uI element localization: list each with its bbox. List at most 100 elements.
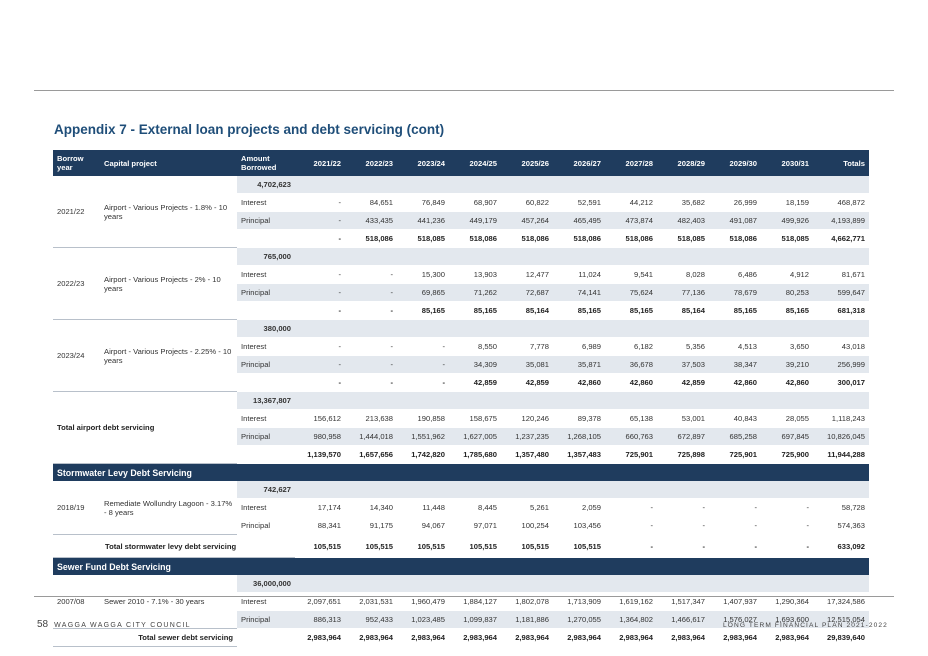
value-cell: 105,515 xyxy=(449,534,501,558)
row-label xyxy=(237,445,295,464)
value-cell: 518,085 xyxy=(657,229,709,248)
row-label: Interest xyxy=(237,592,295,611)
value-cell: - xyxy=(605,534,657,558)
column-header: 2021/22 xyxy=(295,150,345,176)
empty-cell xyxy=(295,575,345,593)
loan-table: Borrow year Capital project Amount Borrowe… xyxy=(53,150,869,647)
table-row: Principal 980,958 1,444,018 1,551,962 1,627,… xyxy=(53,427,869,446)
value-cell: 28,055 xyxy=(761,409,813,428)
value-cell: 518,086 xyxy=(449,229,501,248)
value-cell: - xyxy=(345,355,397,374)
table-row: Principal - - -34,309 35,081 35,871 36,678 37,5… xyxy=(53,355,869,374)
value-cell: 77,136 xyxy=(657,283,709,302)
value-cell: 38,347 xyxy=(709,355,761,374)
empty-cell xyxy=(657,391,709,410)
value-cell: - xyxy=(761,534,813,558)
empty-cell xyxy=(295,247,345,266)
value-cell: 518,086 xyxy=(605,229,657,248)
column-header: 2029/30 xyxy=(709,150,761,176)
empty-cell xyxy=(657,247,709,266)
value-cell: 8,445 xyxy=(449,498,501,517)
value-cell: 85,164 xyxy=(501,301,553,320)
value-cell: 8,550 xyxy=(449,337,501,356)
value-cell: - xyxy=(397,337,449,356)
value-cell: 725,900 xyxy=(761,445,813,464)
table-row: Principal -433,435 441,236 449,179 457,264 46… xyxy=(53,211,869,230)
value-cell: 482,403 xyxy=(657,211,709,230)
footer-plan-title: LONG TERM FINANCIAL PLAN 2021-2022 xyxy=(723,622,888,629)
empty-cell xyxy=(761,481,813,499)
empty-cell xyxy=(449,247,501,266)
value-cell: 2,983,964 xyxy=(709,628,761,647)
value-cell: 725,901 xyxy=(709,445,761,464)
value-cell: 1,619,162 xyxy=(605,592,657,611)
value-cell: 2,983,964 xyxy=(553,628,605,647)
empty-cell xyxy=(813,481,869,499)
empty-cell xyxy=(761,575,813,593)
empty-cell xyxy=(605,176,657,194)
value-cell: 1,884,127 xyxy=(449,592,501,611)
value-cell: 2,983,964 xyxy=(345,628,397,647)
value-cell: 69,865 xyxy=(397,283,449,302)
borrow-year: 2018/19 xyxy=(53,481,100,535)
value-cell: - xyxy=(761,516,813,535)
value-cell: - xyxy=(657,534,709,558)
table-row: Principal 886,313 952,433 1,023,485 1,099,83… xyxy=(53,610,869,629)
capital-project: Airport - Various Projects - 1.8% - 10 y… xyxy=(100,176,237,248)
value-cell: - xyxy=(295,283,345,302)
capital-project: Airport - Various Projects - 2% - 10 yea… xyxy=(100,247,237,320)
value-cell: - xyxy=(709,534,761,558)
value-cell: 1,290,364 xyxy=(761,592,813,611)
empty-cell xyxy=(709,575,761,593)
empty-cell xyxy=(605,481,657,499)
empty-cell xyxy=(501,176,553,194)
value-cell: 97,071 xyxy=(449,516,501,535)
value-cell: 1,960,479 xyxy=(397,592,449,611)
value-cell: 85,164 xyxy=(657,301,709,320)
table-row: 2018/19 Remediate Wollundry Lagoon - 3.17… xyxy=(53,481,869,535)
empty-cell xyxy=(345,176,397,194)
value-cell: 1,268,105 xyxy=(553,427,605,446)
value-cell: 26,999 xyxy=(709,193,761,212)
section-header-row: Stormwater Levy Debt Servicing xyxy=(53,463,869,481)
column-header: 2028/29 xyxy=(657,150,709,176)
empty-cell xyxy=(397,319,449,338)
value-cell: 1,364,802 xyxy=(605,610,657,629)
total-label: Total sewer debt servicing xyxy=(53,628,237,647)
value-cell: 6,989 xyxy=(553,337,605,356)
empty-cell xyxy=(657,176,709,194)
row-label: Principal xyxy=(237,355,295,374)
value-cell: 68,907 xyxy=(449,193,501,212)
value-cell: 518,085 xyxy=(761,229,813,248)
empty-cell xyxy=(553,575,605,593)
value-cell: 80,253 xyxy=(761,283,813,302)
column-header: Amount Borrowed xyxy=(237,150,295,176)
value-cell: - xyxy=(295,211,345,230)
empty-cell xyxy=(657,575,709,593)
empty-cell xyxy=(501,575,553,593)
table-row: 1,139,570 1,657,656 1,742,820 1,785,680 1,35… xyxy=(53,445,869,464)
value-cell: 37,503 xyxy=(657,355,709,374)
value-cell: - xyxy=(397,373,449,392)
value-cell: 2,983,964 xyxy=(449,628,501,647)
value-cell: - xyxy=(295,337,345,356)
value-cell: 42,860 xyxy=(709,373,761,392)
empty-cell xyxy=(295,391,345,410)
value-cell: 518,086 xyxy=(553,229,605,248)
value-cell: 89,378 xyxy=(553,409,605,428)
value-cell: 1,466,617 xyxy=(657,610,709,629)
empty-cell xyxy=(553,391,605,410)
value-cell: 1,785,680 xyxy=(449,445,501,464)
value-cell: 1,099,837 xyxy=(449,610,501,629)
value-cell: 10,826,045 xyxy=(813,427,869,446)
value-cell: 88,341 xyxy=(295,516,345,535)
empty-cell xyxy=(449,481,501,499)
value-cell: 6,486 xyxy=(709,265,761,284)
column-header: 2025/26 xyxy=(501,150,553,176)
value-cell: 42,860 xyxy=(553,373,605,392)
value-cell: 2,059 xyxy=(553,498,605,517)
value-cell: 697,845 xyxy=(761,427,813,446)
value-cell: 12,515,054 xyxy=(813,610,869,629)
empty-cell xyxy=(501,247,553,266)
value-cell: 156,612 xyxy=(295,409,345,428)
